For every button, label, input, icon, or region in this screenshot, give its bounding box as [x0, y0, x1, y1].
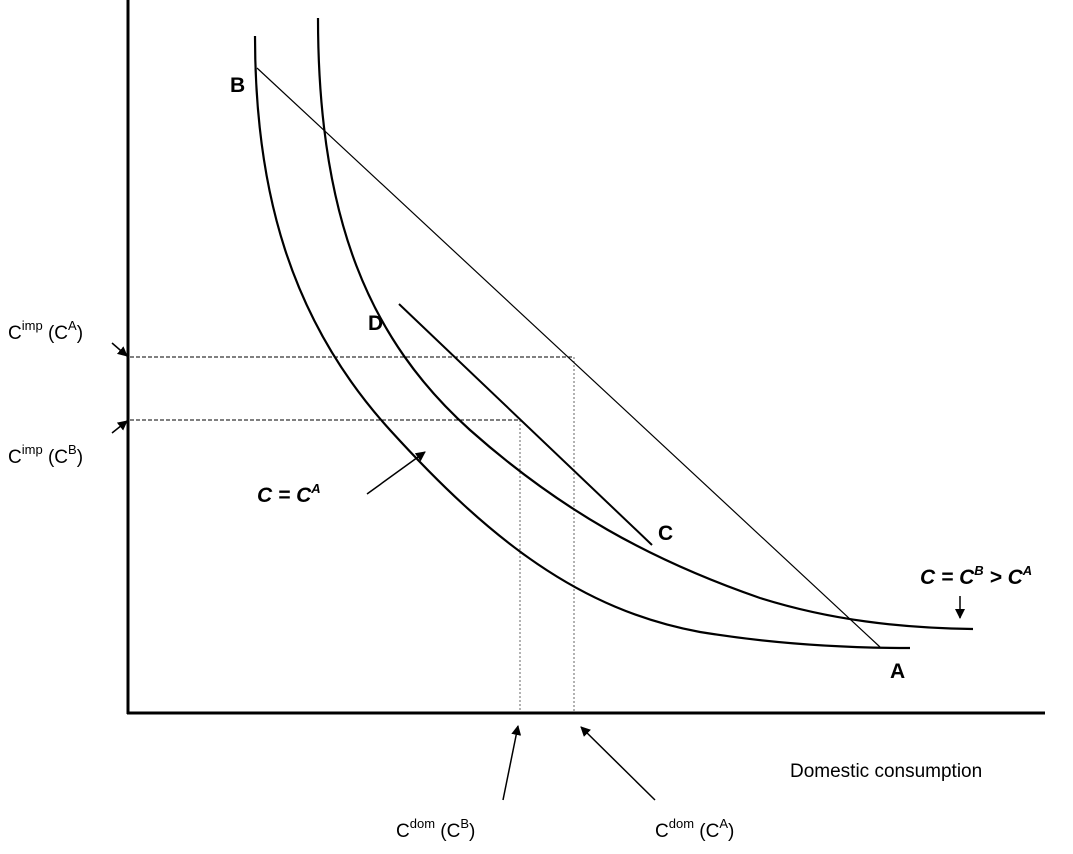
line-dc — [398, 303, 653, 546]
arrow-cdom-b — [502, 725, 522, 801]
point-label-a: A — [890, 660, 905, 683]
x-axis-label: Domestic consumption — [790, 761, 982, 782]
point-label-c: C — [658, 522, 673, 545]
x-tick-label-cdom-b: Cdom (CB) — [396, 816, 475, 842]
budget-line-ba — [256, 67, 881, 648]
point-label-d: D — [368, 312, 383, 335]
arrow-cdom-a — [580, 726, 656, 801]
indifference-curve-inner — [253, 35, 911, 650]
y-tick-label-cimp-a: Cimp (CA) — [8, 318, 83, 344]
x-tick-label-cdom-a: Cdom (CA) — [655, 816, 734, 842]
point-label-b: B — [230, 74, 245, 97]
y-tick-label-cimp-b: Cimp (CB) — [8, 442, 83, 468]
curve-label-inner: C = CA — [257, 481, 321, 507]
arrow-cimp-b — [111, 420, 128, 434]
arrow-cimp-a — [111, 342, 128, 357]
arrow-curve-inner — [366, 451, 426, 495]
curve-label-outer: C = CB > CA — [920, 563, 1032, 589]
indifference-curve-outer — [316, 17, 974, 631]
